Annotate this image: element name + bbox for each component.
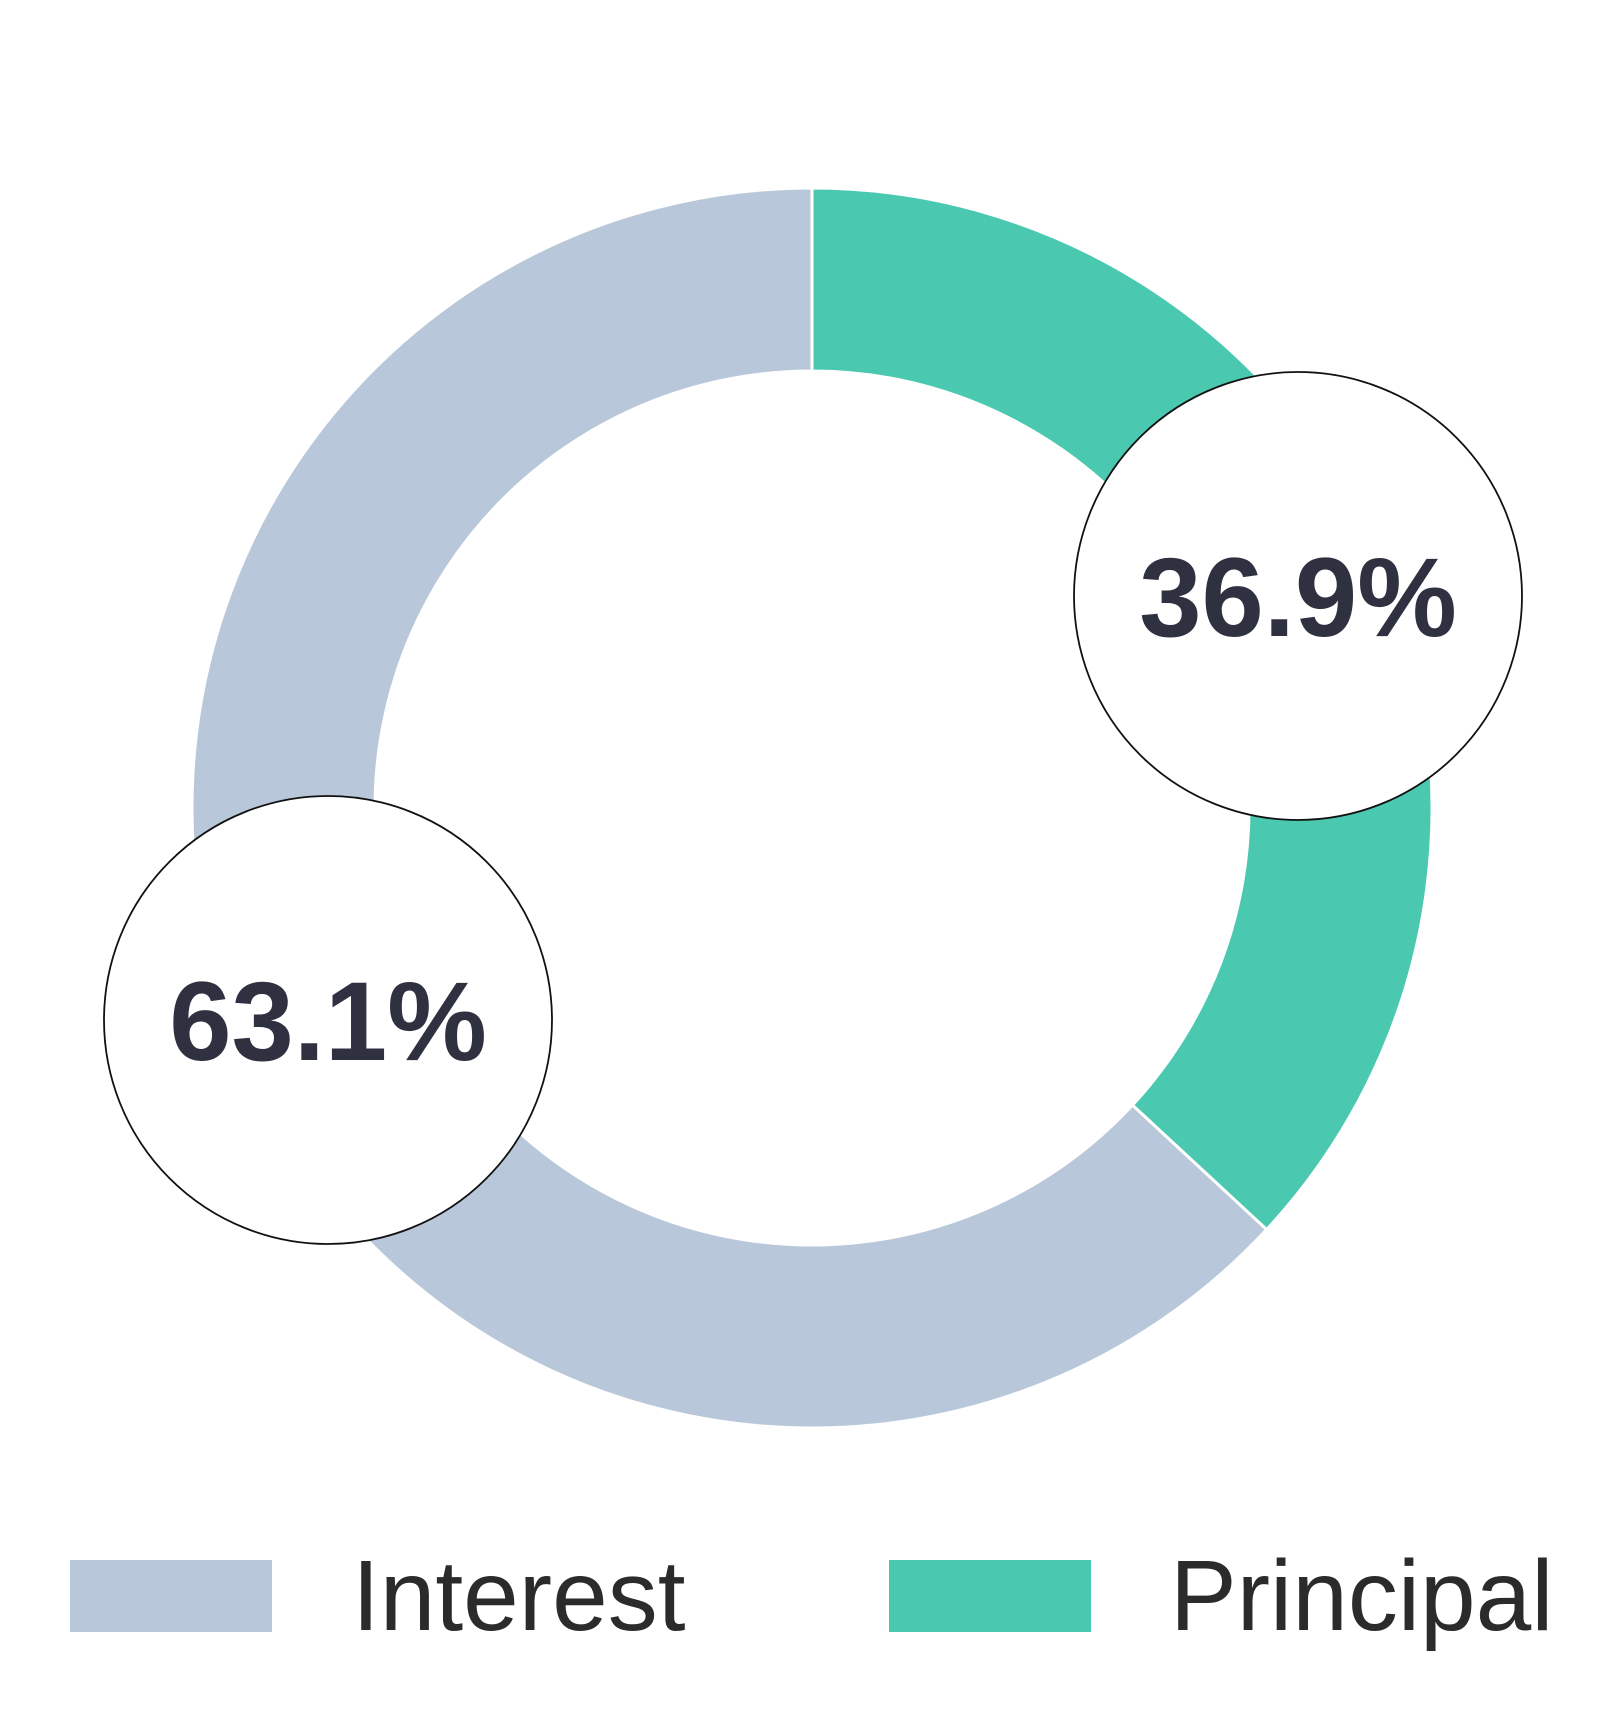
data-label-interest: 63.1% (169, 959, 487, 1084)
data-label-principal: 36.9% (1139, 535, 1457, 660)
legend: Interest Principal (70, 1540, 1554, 1652)
legend-label-interest: Interest (352, 1540, 686, 1652)
callout-principal: 36.9% (1073, 371, 1523, 821)
legend-swatch-interest (70, 1560, 272, 1632)
callout-circle-principal (1073, 371, 1523, 821)
legend-label-principal: Principal (1170, 1540, 1554, 1652)
legend-item-principal: Principal (889, 1540, 1554, 1652)
legend-swatch-principal (889, 1560, 1091, 1632)
percentage-callouts: 36.9% 63.1% (103, 371, 1523, 1245)
callout-circle-interest (103, 795, 553, 1245)
callout-interest: 63.1% (103, 795, 553, 1245)
legend-item-interest: Interest (70, 1540, 686, 1652)
